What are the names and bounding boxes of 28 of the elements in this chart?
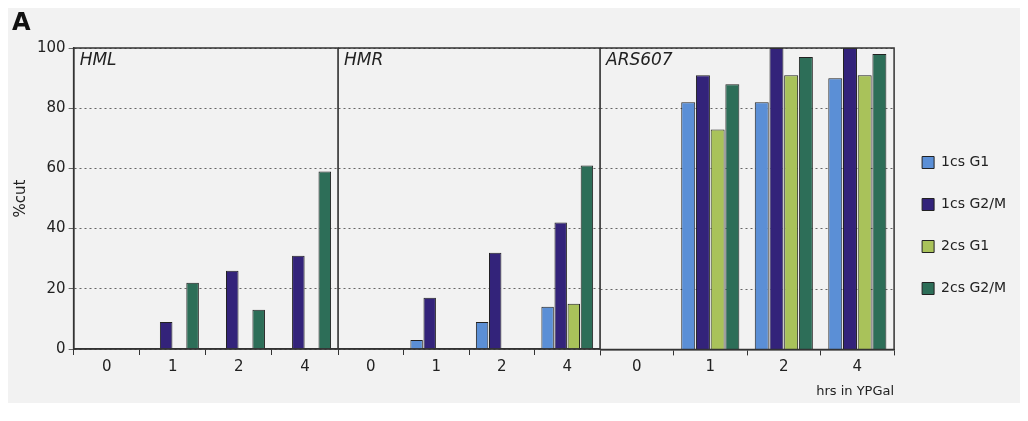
x-tick-label: 0 [631, 357, 642, 376]
x-tick-label: 1 [705, 357, 716, 376]
y-tick-label: 0 [56, 338, 66, 357]
x-tick-label: 0 [101, 356, 112, 375]
legend-label: 2cs G2/M [941, 279, 1007, 296]
x-tick-label: 4 [852, 357, 863, 376]
x-axis-title: hrs in YPGal [816, 382, 895, 398]
x-tick-label: 0 [365, 356, 376, 375]
x-tick-label: 2 [496, 356, 507, 375]
text: A [12, 8, 31, 37]
x-tick-label: 4 [300, 356, 310, 375]
y-tick-label: 100 [36, 37, 66, 56]
y-tick-label: 80 [46, 98, 66, 117]
legend-label: 1cs G2/M [941, 195, 1007, 212]
x-tick-label: 1 [431, 356, 442, 375]
y-tick-label: 20 [46, 278, 66, 297]
legend-label: 2cs G1 [941, 237, 990, 254]
x-tick-label: 2 [779, 357, 789, 376]
y-axis-title: %cut [10, 179, 29, 218]
x-tick-label: 1 [168, 356, 178, 375]
y-tick-label: 40 [46, 218, 66, 237]
y-tick-label: 60 [46, 158, 66, 177]
chart-title: HML [79, 48, 117, 69]
chart-title: ARS607 [605, 48, 673, 69]
legend-label: 1cs G1 [941, 153, 990, 170]
x-tick-label: 4 [562, 356, 573, 375]
x-tick-label: 2 [234, 356, 244, 375]
chart-title: HMR [344, 48, 384, 69]
